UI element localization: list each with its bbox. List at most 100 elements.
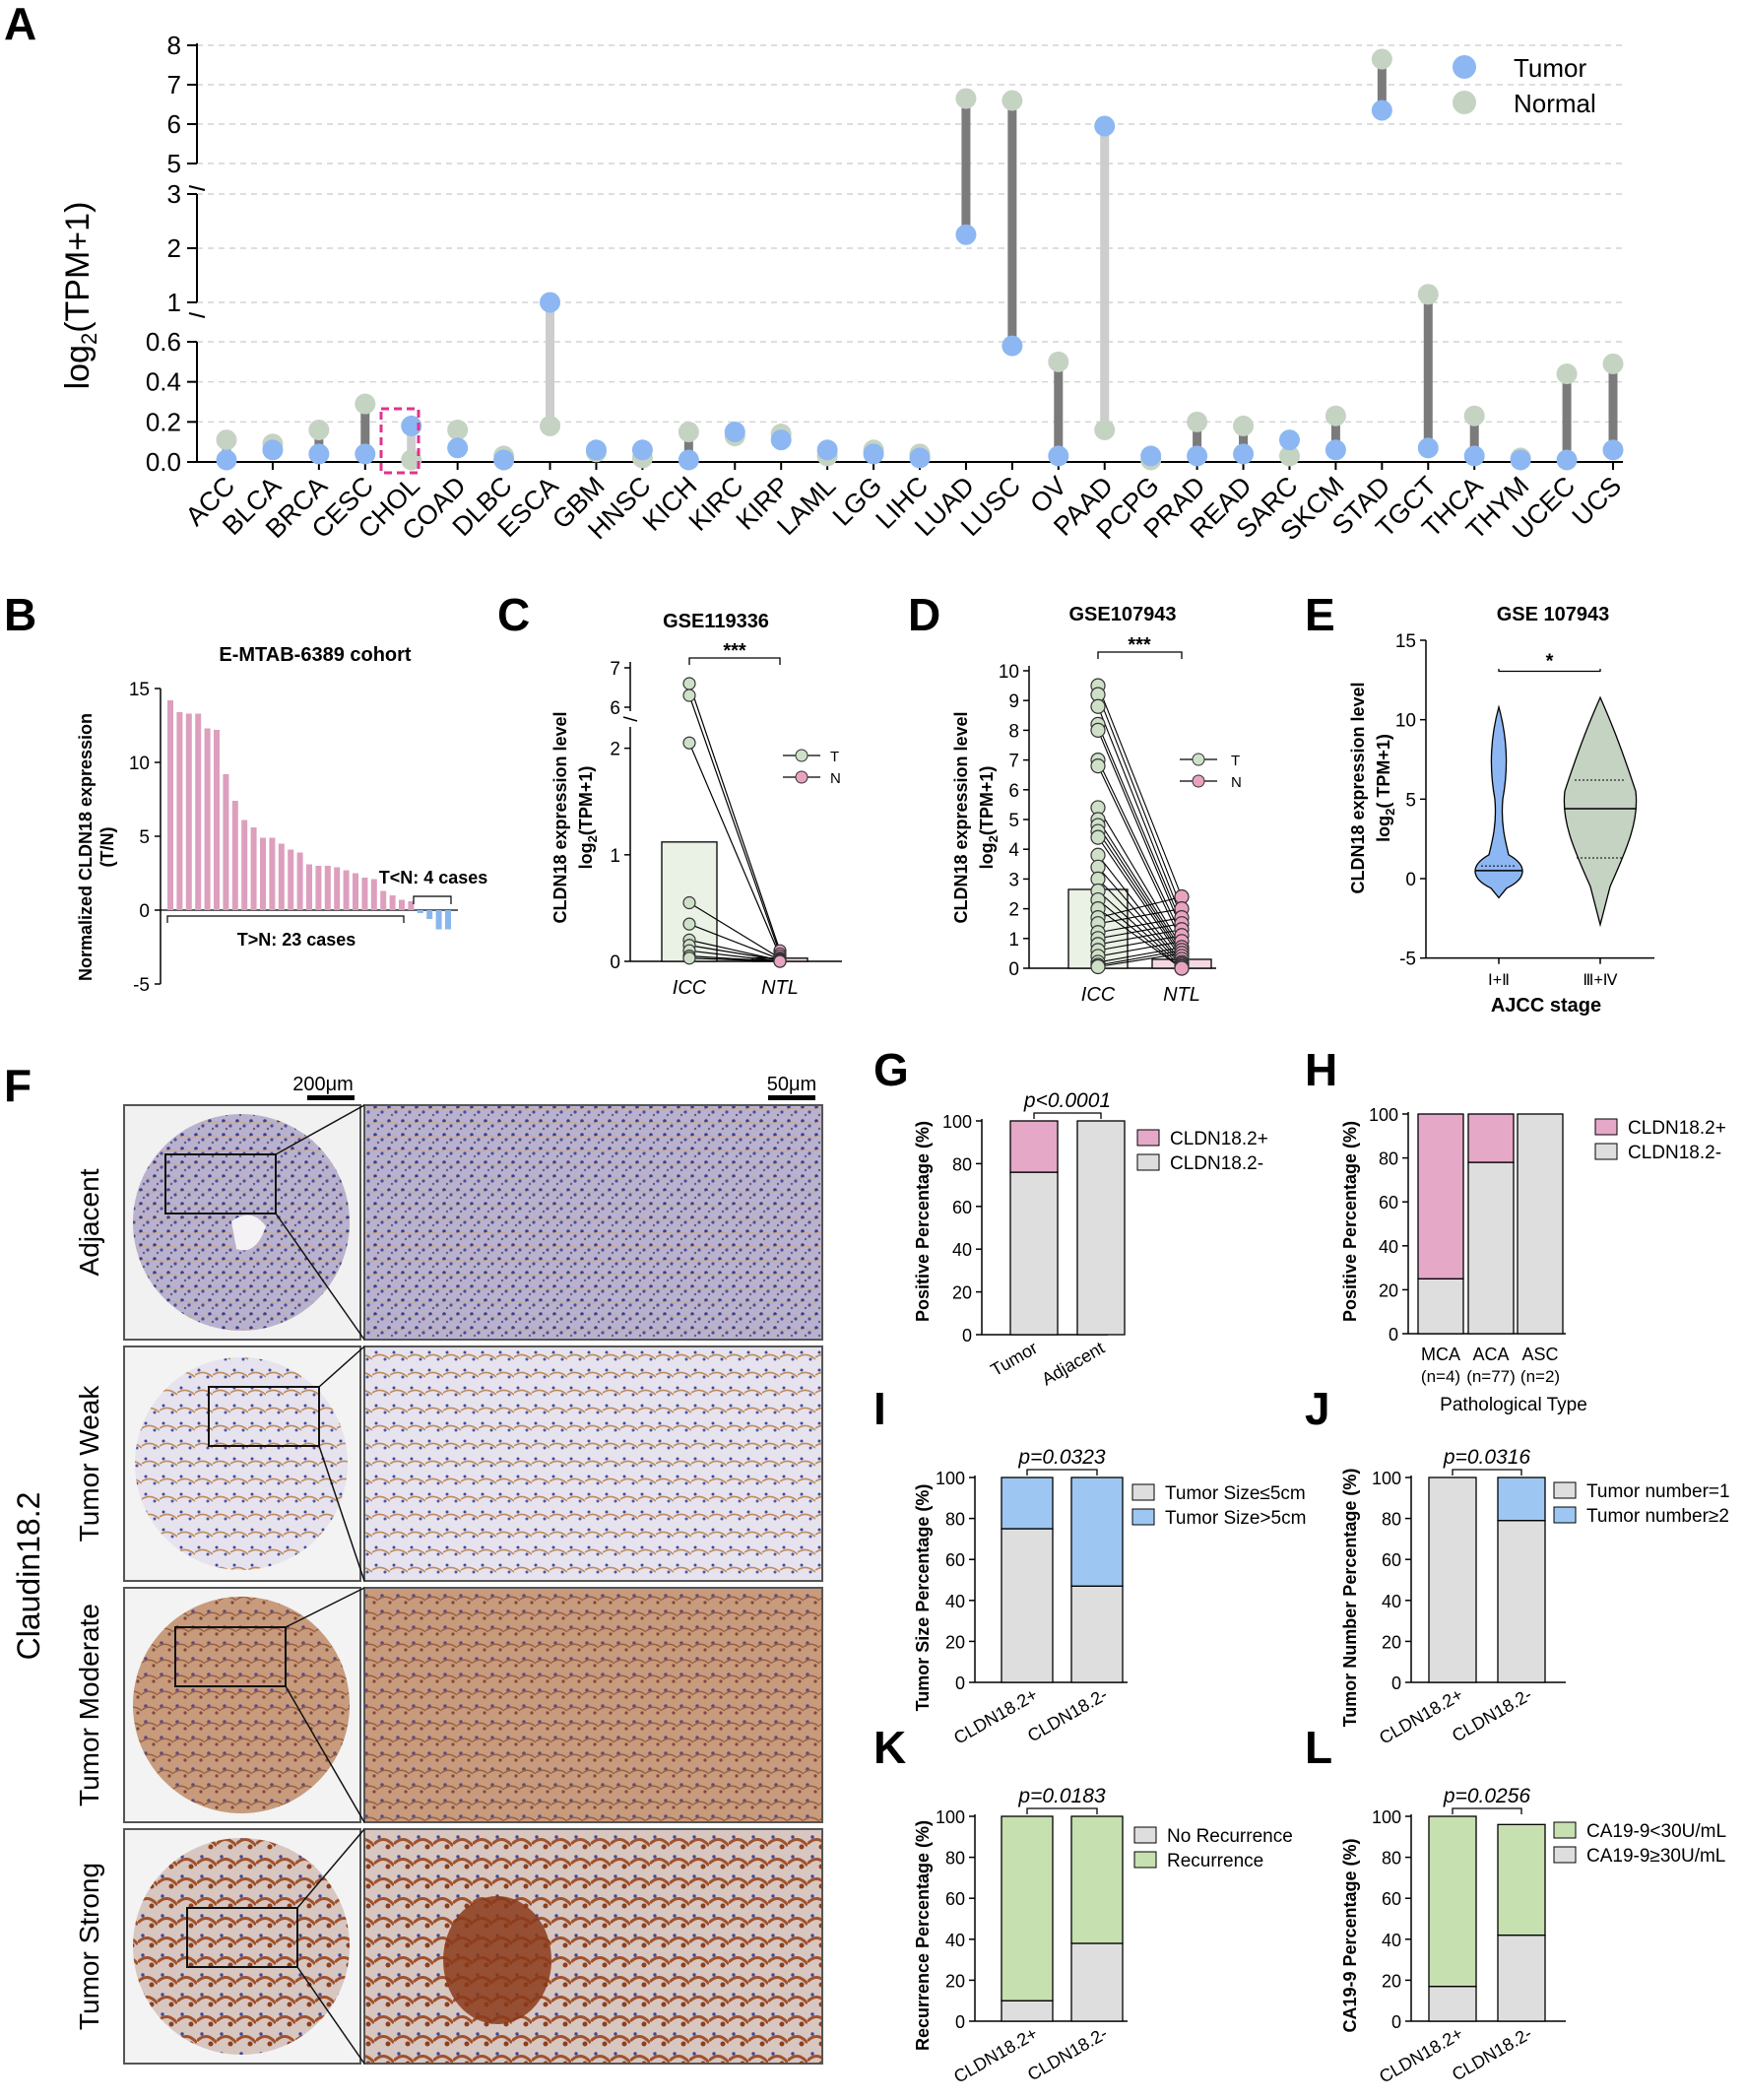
p-value: p<0.0001	[1023, 1089, 1111, 1112]
panel-letter-a: A	[4, 0, 36, 49]
y-tick-label: 0.4	[146, 367, 181, 397]
y-tick-label: 5	[1405, 790, 1416, 811]
stack-segment	[1009, 1171, 1059, 1336]
y-tick-label: 6	[1008, 781, 1019, 802]
zoom-line	[296, 1828, 365, 1909]
bar	[176, 712, 183, 910]
paired-line	[1097, 899, 1183, 969]
legend-swatch	[1133, 1851, 1157, 1869]
panel-a-axes: 0.0 0.2 0.4 0.6 1 2 35 6 7 8	[146, 31, 1623, 477]
y-tick-label: 5	[1008, 811, 1019, 831]
zoom-box-weak	[208, 1386, 320, 1447]
violin-stage-1-2	[1474, 704, 1523, 899]
bar	[296, 852, 303, 910]
y-tick-label: 40	[952, 1240, 972, 1260]
panel-b-neg-annotation: T<N: 4 cases	[379, 868, 488, 887]
y-tick-label: 40	[945, 1592, 965, 1611]
tumor-point	[1510, 449, 1531, 471]
legend-n-marker	[795, 770, 808, 784]
y-tick-label: 3	[167, 179, 181, 209]
y-tick-label: 2	[610, 740, 620, 760]
bar	[250, 827, 257, 910]
legend-tumor-marker	[1453, 55, 1476, 79]
legend-label: Tumor Size≤5cm	[1165, 1483, 1306, 1504]
y-tick-label: 100	[936, 1807, 965, 1827]
tumor-point	[724, 422, 745, 442]
paired-line	[1097, 941, 1183, 957]
normal-point	[1002, 90, 1023, 111]
legend-swatch	[1553, 1506, 1577, 1524]
panel-letter-i: I	[873, 1383, 886, 1434]
paired-line	[688, 950, 781, 962]
tumor-point	[540, 292, 561, 313]
t-point	[682, 895, 696, 910]
legend-label: CLDN18.2+	[1628, 1118, 1726, 1139]
bar	[288, 849, 294, 910]
bar	[426, 910, 433, 919]
panel-i-plot: 100 80 60 40 20 0 p=0.0323 Tumor Size≤5cm Tumor …	[936, 1446, 1306, 1748]
legend-swatch	[1594, 1118, 1618, 1136]
p-bracket	[1452, 1807, 1522, 1814]
paired-line	[688, 683, 781, 952]
bar	[204, 728, 211, 910]
stack-segment	[1467, 1161, 1515, 1335]
normal-point	[447, 419, 469, 440]
panel-b-pos-annotation: T>N: 23 cases	[237, 930, 356, 950]
tumor-point	[1371, 99, 1392, 121]
y-tick-label: 80	[1379, 1149, 1398, 1169]
panel-a-category-labels: ACCBLCABRCACESCCHOLCOADDLBCESCAGBMHNSCKI…	[180, 471, 1628, 546]
panel-b-title: E-MTAB-6389 cohort	[219, 644, 412, 666]
tumor-point	[1094, 115, 1116, 137]
y-tick-label: 0	[1391, 1673, 1401, 1693]
t-point	[682, 677, 696, 690]
bar	[167, 700, 173, 910]
t-point	[1090, 698, 1106, 714]
paired-line	[1097, 759, 1183, 937]
tumor-point	[1325, 439, 1346, 461]
panel-g-plot: 100 80 60 40 20 0 p<0.0001 CLDN18.2+ CLDN18.2- Tu…	[942, 1089, 1268, 1389]
legend-normal-marker	[1453, 91, 1476, 114]
paired-line	[1097, 935, 1183, 952]
y-tick-label: 60	[952, 1198, 972, 1217]
panel-e-ylabel-1: CLDN18 expression level	[1348, 682, 1368, 893]
normal-point	[308, 419, 330, 440]
scale-bar-200-label: 200μm	[292, 1074, 354, 1095]
bar	[361, 878, 368, 910]
panel-letter-d: D	[908, 589, 940, 640]
x-category-label: ACA	[1472, 1345, 1509, 1364]
p-bracket	[1026, 1807, 1098, 1814]
x-category-count: (n=77)	[1466, 1367, 1516, 1386]
zoom-box-adjacent	[164, 1153, 277, 1214]
sig-stars: ***	[723, 640, 746, 662]
panel-j-plot: 100 80 60 40 20 0 p=0.0316 Tumor number=1 Tumor …	[1372, 1446, 1730, 1748]
tumor-point	[401, 415, 422, 436]
panel-k-ylabel: Recurrence Percentage (%)	[913, 1820, 933, 2051]
y-tick-label: 100	[1372, 1807, 1401, 1827]
paired-line	[688, 939, 781, 961]
panel-a-ylabel: log2(TPM+1)	[59, 202, 101, 390]
paired-line	[1097, 929, 1183, 946]
paired-line	[1097, 724, 1183, 924]
paired-line	[1097, 950, 1183, 966]
tma-core-moderate	[133, 1597, 350, 1813]
legend-t-marker	[795, 749, 808, 762]
panel-b-neg-bracket	[413, 895, 452, 904]
zoom-line	[296, 1966, 365, 2065]
paired-line	[688, 901, 781, 959]
paired-line	[1097, 706, 1183, 918]
y-tick-label: -5	[133, 975, 150, 996]
y-tick-label: 40	[945, 1931, 965, 1950]
normal-point	[1417, 284, 1439, 305]
x-category-label: CLDN18.2-	[1024, 2023, 1111, 2084]
paired-line	[1097, 908, 1183, 969]
panel-letter-b: B	[4, 589, 36, 640]
normal-point	[678, 422, 699, 442]
stack-segment	[1001, 1815, 1054, 2002]
panel-j-ylabel: Tumor Number Percentage (%)	[1340, 1469, 1360, 1728]
y-tick-label: 80	[945, 1510, 965, 1530]
panel-b-ylabel-1: Normalized CLDN18 expression	[76, 713, 96, 981]
zoom-box-strong	[186, 1907, 298, 1968]
legend-label: Tumor number≥2	[1586, 1506, 1729, 1527]
paired-line	[1097, 765, 1183, 943]
